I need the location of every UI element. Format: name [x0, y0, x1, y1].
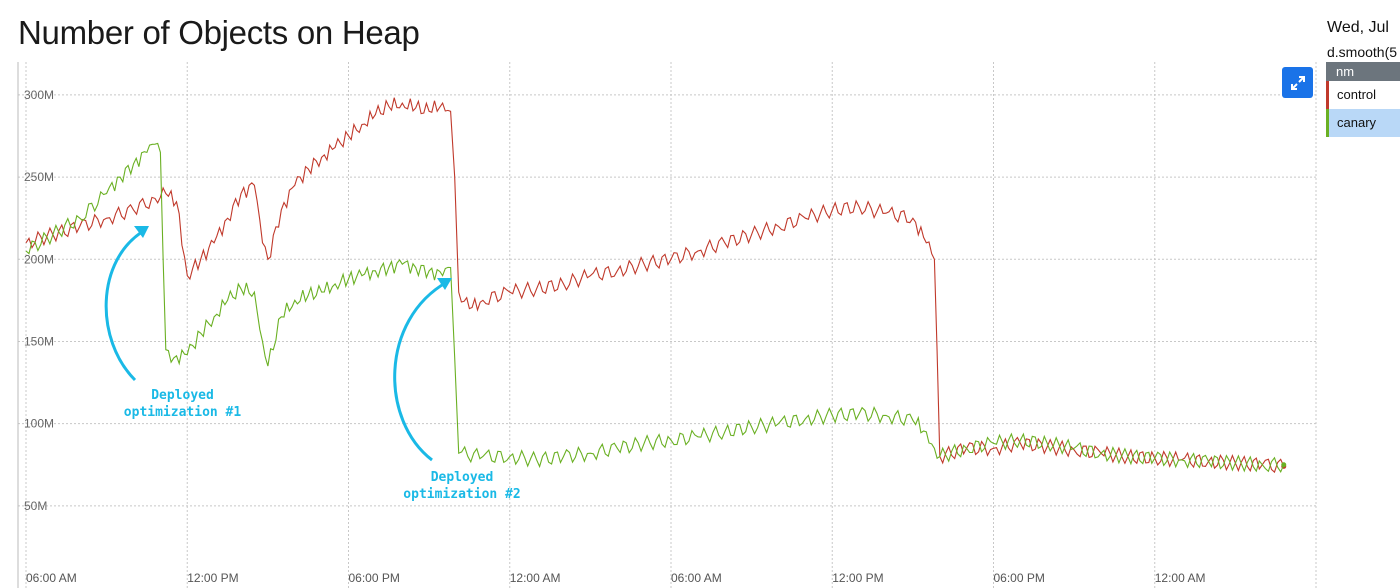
annotation-2-line2: optimization #2: [403, 487, 521, 502]
annotation-arrowhead-2: [437, 278, 452, 290]
legend-header: nm: [1326, 62, 1400, 81]
x-tick-label: 06:00 AM: [671, 571, 722, 585]
expand-arrows-icon[interactable]: [1282, 67, 1313, 98]
series-line-canary: [25, 142, 1285, 473]
expression-label: d.smooth(5: [1327, 44, 1398, 60]
legend-item-canary[interactable]: canary: [1326, 109, 1400, 137]
y-tick-label: 300M: [24, 88, 54, 102]
annotation-1-line2: optimization #1: [123, 405, 242, 420]
annotation-arrow-1: [104, 228, 146, 382]
grid: [18, 62, 1317, 588]
x-tick-label: 12:00 AM: [1155, 571, 1206, 585]
line-chart: 50M 100M 150M 200M 250M 300M 06:00 AM 12:00 PM 0…: [17, 62, 1317, 588]
x-tick-label: 06:00 AM: [26, 571, 77, 585]
x-tick-label: 12:00 AM: [510, 571, 561, 585]
x-tick-label: 12:00 PM: [187, 571, 238, 585]
y-tick-label: 150M: [24, 334, 54, 348]
series-end-point-canary: [1281, 462, 1287, 468]
series-line-control: [25, 97, 1285, 474]
y-tick-label: 100M: [24, 417, 54, 431]
series-layer: [25, 97, 1287, 474]
annotation-arrow-2: [393, 280, 448, 462]
chart-title: Number of Objects on Heap: [18, 14, 420, 51]
y-tick-label: 200M: [24, 252, 54, 266]
legend-item-control[interactable]: control: [1326, 81, 1400, 109]
annotation-optimization-2: Deployed optimization #2: [387, 469, 537, 503]
annotation-1-line1: Deployed: [151, 388, 214, 403]
axes: 50M 100M 150M 200M 250M 300M 06:00 AM 12:00 PM 0…: [17, 62, 1206, 588]
x-tick-label: 12:00 PM: [832, 571, 883, 585]
date-label: Wed, Jul: [1327, 19, 1389, 36]
x-tick-label: 06:00 PM: [349, 571, 400, 585]
y-tick-label: 250M: [24, 170, 54, 184]
annotation-optimization-1: Deployed optimization #1: [95, 387, 270, 421]
annotation-arrowhead-1: [134, 226, 149, 238]
y-tick-label: 50M: [24, 499, 47, 513]
annotation-2-line1: Deployed: [430, 470, 494, 485]
annotation-arrows: [104, 226, 452, 462]
x-tick-label: 06:00 PM: [994, 571, 1045, 585]
legend: nm control canary: [1326, 62, 1400, 137]
